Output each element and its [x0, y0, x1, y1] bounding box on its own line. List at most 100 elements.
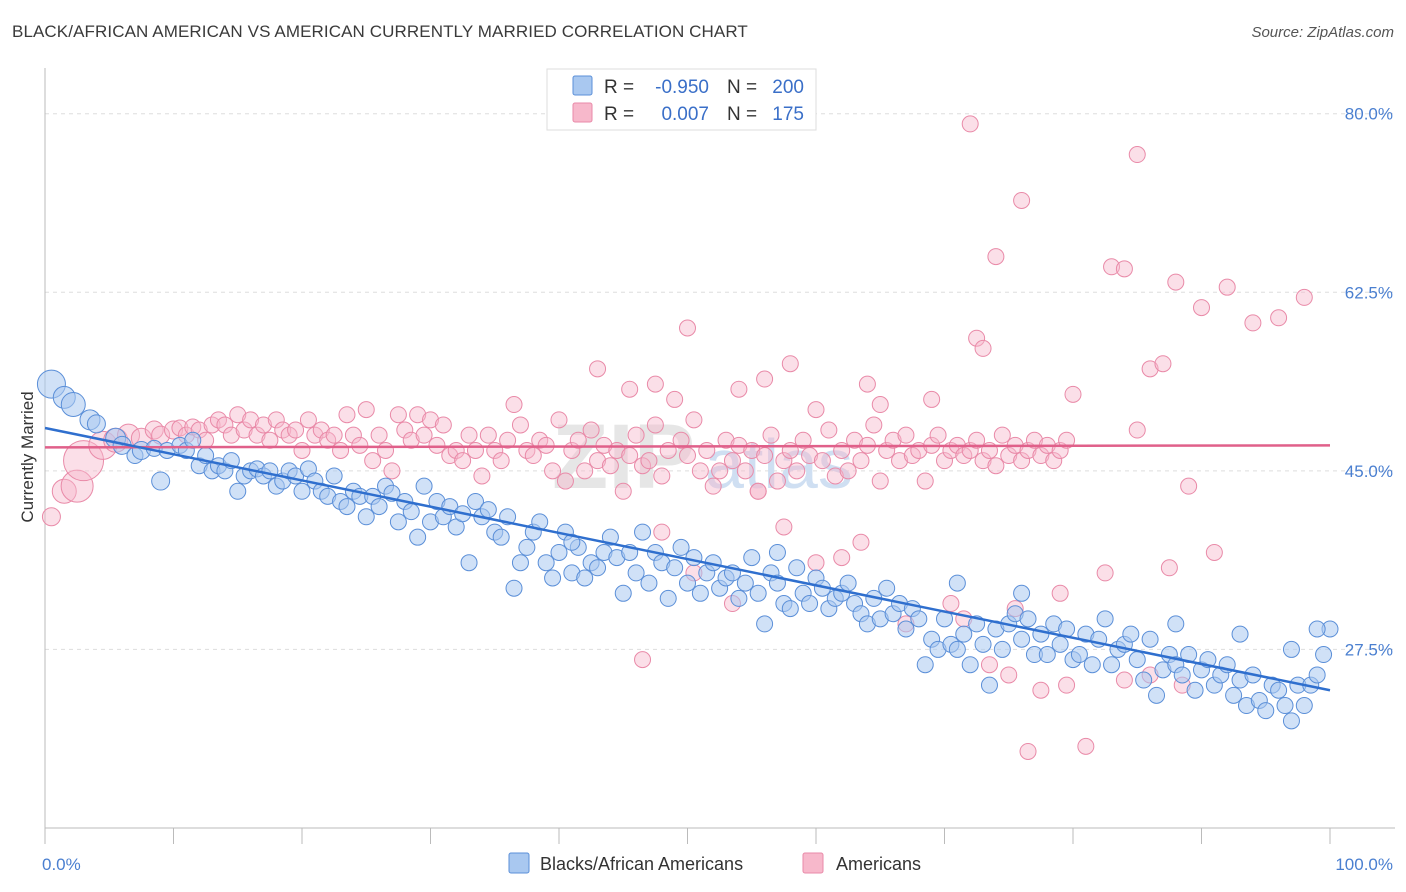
chart-title: BLACK/AFRICAN AMERICAN VS AMERICAN CURRE… — [12, 22, 748, 41]
blacks-point — [1186, 681, 1204, 699]
americans-point — [1000, 666, 1018, 684]
americans-point — [781, 355, 799, 373]
legend-n-value-1: 200 — [772, 77, 804, 98]
bottom-legend: Blacks/African Americans Americans — [508, 852, 921, 874]
americans-point — [364, 452, 382, 470]
blacks-point — [955, 625, 973, 643]
blacks-point — [550, 543, 568, 561]
americans-point — [1270, 309, 1288, 327]
americans-point — [723, 452, 741, 470]
blacks-point — [1315, 646, 1333, 664]
blacks-point — [511, 554, 529, 572]
americans-point — [820, 421, 838, 439]
blacks-point — [948, 640, 966, 658]
americans-point — [222, 426, 240, 444]
americans-point — [389, 406, 407, 424]
blacks-point — [293, 482, 311, 500]
americans-point — [646, 375, 664, 393]
americans-point — [505, 396, 523, 414]
y-tick-label: 80.0% — [1345, 105, 1393, 124]
americans-point — [248, 426, 266, 444]
americans-point — [242, 411, 260, 429]
blacks-point — [601, 528, 619, 546]
americans-point — [736, 462, 754, 480]
americans-point — [377, 441, 395, 459]
americans-point — [884, 431, 902, 449]
americans-point — [968, 431, 986, 449]
americans-point — [679, 319, 696, 337]
americans-point — [1025, 431, 1043, 449]
top-legend: R = -0.950 N = 200 R = 0.007 N = 175 — [546, 68, 817, 131]
americans-point — [499, 431, 517, 449]
americans-point — [344, 426, 362, 444]
blacks-point — [980, 676, 998, 694]
americans-point — [1218, 278, 1236, 296]
americans-point — [235, 421, 253, 439]
blacks-point — [1231, 625, 1249, 643]
americans-point — [762, 426, 780, 444]
americans-point — [216, 416, 234, 434]
americans-point — [267, 411, 285, 429]
tick-labels: 27.5% 45.0% 62.5% 80.0% 0.0% 100.0% — [42, 105, 1393, 874]
americans-point — [768, 472, 786, 490]
blacks-point — [1013, 584, 1031, 602]
blacks-point — [1308, 620, 1326, 638]
americans-point — [801, 447, 819, 465]
blacks-point — [229, 482, 247, 500]
americans-point — [646, 416, 664, 434]
legend-r-value-2: 0.007 — [661, 104, 709, 125]
americans-point — [826, 467, 844, 485]
americans-point — [492, 452, 510, 470]
bottom-legend-label-pink: Americans — [836, 854, 921, 874]
americans-point — [871, 472, 889, 490]
blacks-point — [666, 559, 684, 577]
americans-point — [576, 462, 594, 480]
americans-point — [621, 380, 639, 398]
americans-point — [544, 462, 562, 480]
legend-n-label-1: N = — [727, 77, 757, 98]
blacks-point — [1257, 702, 1275, 720]
americans-point — [865, 416, 883, 434]
americans-point — [807, 554, 825, 572]
blacks-point — [730, 589, 748, 607]
americans-point — [839, 462, 857, 480]
americans-point — [589, 360, 607, 378]
blacks-point — [736, 574, 754, 592]
blacks-point — [409, 528, 427, 546]
americans-point — [730, 380, 748, 398]
americans-trend-line — [44, 444, 1331, 449]
americans-point — [993, 426, 1011, 444]
americans-point — [961, 115, 979, 133]
americans-point — [756, 447, 774, 465]
blacks-point — [576, 569, 594, 587]
series-blacks — [36, 369, 1339, 730]
blacks-point — [916, 656, 934, 674]
americans-point — [717, 431, 735, 449]
americans-point — [775, 518, 793, 536]
americans-point — [293, 441, 311, 459]
americans-point — [338, 406, 356, 424]
americans-point — [781, 441, 799, 459]
americans-point — [1160, 559, 1178, 577]
americans-point — [987, 248, 1005, 266]
americans-point — [63, 440, 105, 482]
americans-point — [711, 462, 729, 480]
trend-lines — [44, 426, 1331, 692]
blacks-point — [659, 589, 677, 607]
blacks-point — [640, 574, 658, 592]
americans-point — [41, 507, 61, 527]
blacks-point — [505, 579, 523, 597]
blacks-point — [897, 620, 915, 638]
americans-point — [171, 419, 189, 437]
blacks-point — [801, 595, 819, 613]
americans-point — [1193, 299, 1210, 317]
americans-point — [1019, 742, 1037, 760]
americans-point — [556, 472, 574, 490]
americans-point — [51, 478, 77, 504]
americans-point — [659, 441, 677, 459]
americans-point — [852, 533, 870, 551]
axes — [44, 68, 1395, 844]
americans-point — [601, 457, 619, 475]
americans-point — [1167, 273, 1185, 291]
